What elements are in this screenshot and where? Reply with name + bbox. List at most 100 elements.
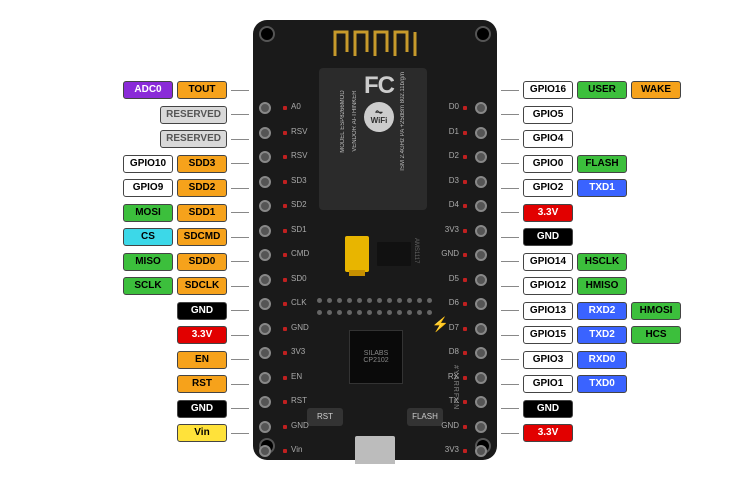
lead-line: [231, 237, 249, 238]
pin: 3V3: [253, 343, 281, 368]
pin-label: MISO: [123, 253, 173, 271]
pin-label: 3.3V: [177, 326, 227, 344]
pin-label: GPIO1: [523, 375, 573, 393]
pin-dot-icon: [283, 278, 287, 282]
pin-label: GND: [177, 302, 227, 320]
pin-hole-icon: [259, 298, 271, 310]
pin-header-left: A0RSVRSVSD3SD2SD1CMDSD0CLKGND3V3ENRSTGND…: [253, 98, 281, 466]
lead-line: [231, 261, 249, 262]
pin-hole-icon: [475, 347, 487, 359]
pin-label-row: GPIO15TXD2HCS: [497, 323, 750, 348]
pin-hole-icon: [259, 396, 271, 408]
lead-line: [231, 359, 249, 360]
pin-hole-icon: [259, 151, 271, 163]
flash-button-silk: FLASH: [407, 408, 443, 426]
pin-label-row: GPIO5: [497, 103, 750, 128]
pin-dot-icon: [283, 327, 287, 331]
header-row-icon: [317, 310, 432, 315]
mount-hole: [475, 26, 491, 42]
esp8266-shield: MODEL ESP8266MOD VENDOR AI-THINKER FC ⏦ …: [319, 68, 427, 210]
pin: SD3: [253, 172, 281, 197]
pin-silkscreen: SD1: [291, 225, 307, 234]
pin-label-row: RESERVED: [0, 127, 253, 152]
pin-silkscreen: TX: [449, 396, 459, 405]
pin: GND: [469, 417, 497, 442]
pin-dot-icon: [283, 376, 287, 380]
pin-label-row: SDCMDCS: [0, 225, 253, 250]
pin-label: CS: [123, 228, 173, 246]
pin-hole-icon: [475, 249, 487, 261]
pin-label-row: GPIO13RXD2HMOSI: [497, 299, 750, 324]
pin-labels-right: GPIO16USERWAKEGPIO5GPIO4GPIO0FLASHGPIO2T…: [497, 78, 750, 446]
pin-label-row: GPIO4: [497, 127, 750, 152]
pin-label: SDD3: [177, 155, 227, 173]
pin-hole-icon: [475, 176, 487, 188]
pin-dot-icon: [283, 106, 287, 110]
lead-line: [231, 408, 249, 409]
pin-silkscreen: SD3: [291, 176, 307, 185]
pin: D4: [469, 196, 497, 221]
pin-label-row: GND: [0, 299, 253, 324]
pin-silkscreen: GND: [291, 323, 309, 332]
pin-label: 3.3V: [523, 424, 573, 442]
pin: D1: [469, 123, 497, 148]
pin-label: GPIO4: [523, 130, 573, 148]
lead-line: [501, 408, 519, 409]
pin-hole-icon: [475, 225, 487, 237]
pin-dot-icon: [463, 425, 467, 429]
pin-label: RESERVED: [160, 106, 227, 124]
pin-labels-left: TOUTADC0RESERVEDRESERVEDSDD3GPIO10SDD2GP…: [0, 78, 253, 446]
pin-silkscreen: Vin: [291, 445, 302, 454]
pin-dot-icon: [463, 351, 467, 355]
pin-dot-icon: [283, 302, 287, 306]
pin-label-row: GND: [0, 397, 253, 422]
pin: TX: [469, 392, 497, 417]
pin-label-row: SDD2GPIO9: [0, 176, 253, 201]
pin-label: GPIO13: [523, 302, 573, 320]
pin-label-row: 3.3V: [0, 323, 253, 348]
pin-label: Vin: [177, 424, 227, 442]
lead-line: [231, 163, 249, 164]
pin-silkscreen: A0: [291, 102, 301, 111]
pin-silkscreen: RX: [448, 372, 459, 381]
pin: D8: [469, 343, 497, 368]
pin-dot-icon: [283, 180, 287, 184]
pin-label-row: EN: [0, 348, 253, 373]
pin-label: FLASH: [577, 155, 627, 173]
pin-label-row: GPIO0FLASH: [497, 152, 750, 177]
pin-label: SCLK: [123, 277, 173, 295]
pin-silkscreen: D5: [449, 274, 459, 283]
pin-hole-icon: [475, 151, 487, 163]
lead-line: [501, 310, 519, 311]
pin-silkscreen: 3V3: [445, 225, 459, 234]
pin-header-right: D0D1D2D3D43V3GNDD5D6D7D8RXTXGND3V3: [469, 98, 497, 466]
lead-line: [501, 114, 519, 115]
pin-silkscreen: D8: [449, 347, 459, 356]
pin-hole-icon: [259, 200, 271, 212]
pin-silkscreen: D7: [449, 323, 459, 332]
pin-dot-icon: [463, 131, 467, 135]
pin-dot-icon: [463, 106, 467, 110]
pin-silkscreen: SD2: [291, 200, 307, 209]
pin-dot-icon: [463, 327, 467, 331]
lead-line: [501, 384, 519, 385]
pin-label: USER: [577, 81, 627, 99]
pin: 3V3: [469, 221, 497, 246]
pin-dot-icon: [283, 400, 287, 404]
lead-line: [231, 335, 249, 336]
pin-silkscreen: SD0: [291, 274, 307, 283]
pin-hole-icon: [475, 298, 487, 310]
pin-label: EN: [177, 351, 227, 369]
pin-silkscreen: CMD: [291, 249, 309, 258]
pin-hole-icon: [475, 102, 487, 114]
pin-label: SDCMD: [177, 228, 227, 246]
pin-label: TXD1: [577, 179, 627, 197]
pin: D2: [469, 147, 497, 172]
pin-silkscreen: D2: [449, 151, 459, 160]
pin-label: GPIO10: [123, 155, 173, 173]
nodemcu-board: MODEL ESP8266MOD VENDOR AI-THINKER FC ⏦ …: [253, 20, 497, 460]
mount-hole: [259, 26, 275, 42]
lead-line: [501, 237, 519, 238]
pin-hole-icon: [259, 445, 271, 457]
pin-hole-icon: [259, 421, 271, 433]
